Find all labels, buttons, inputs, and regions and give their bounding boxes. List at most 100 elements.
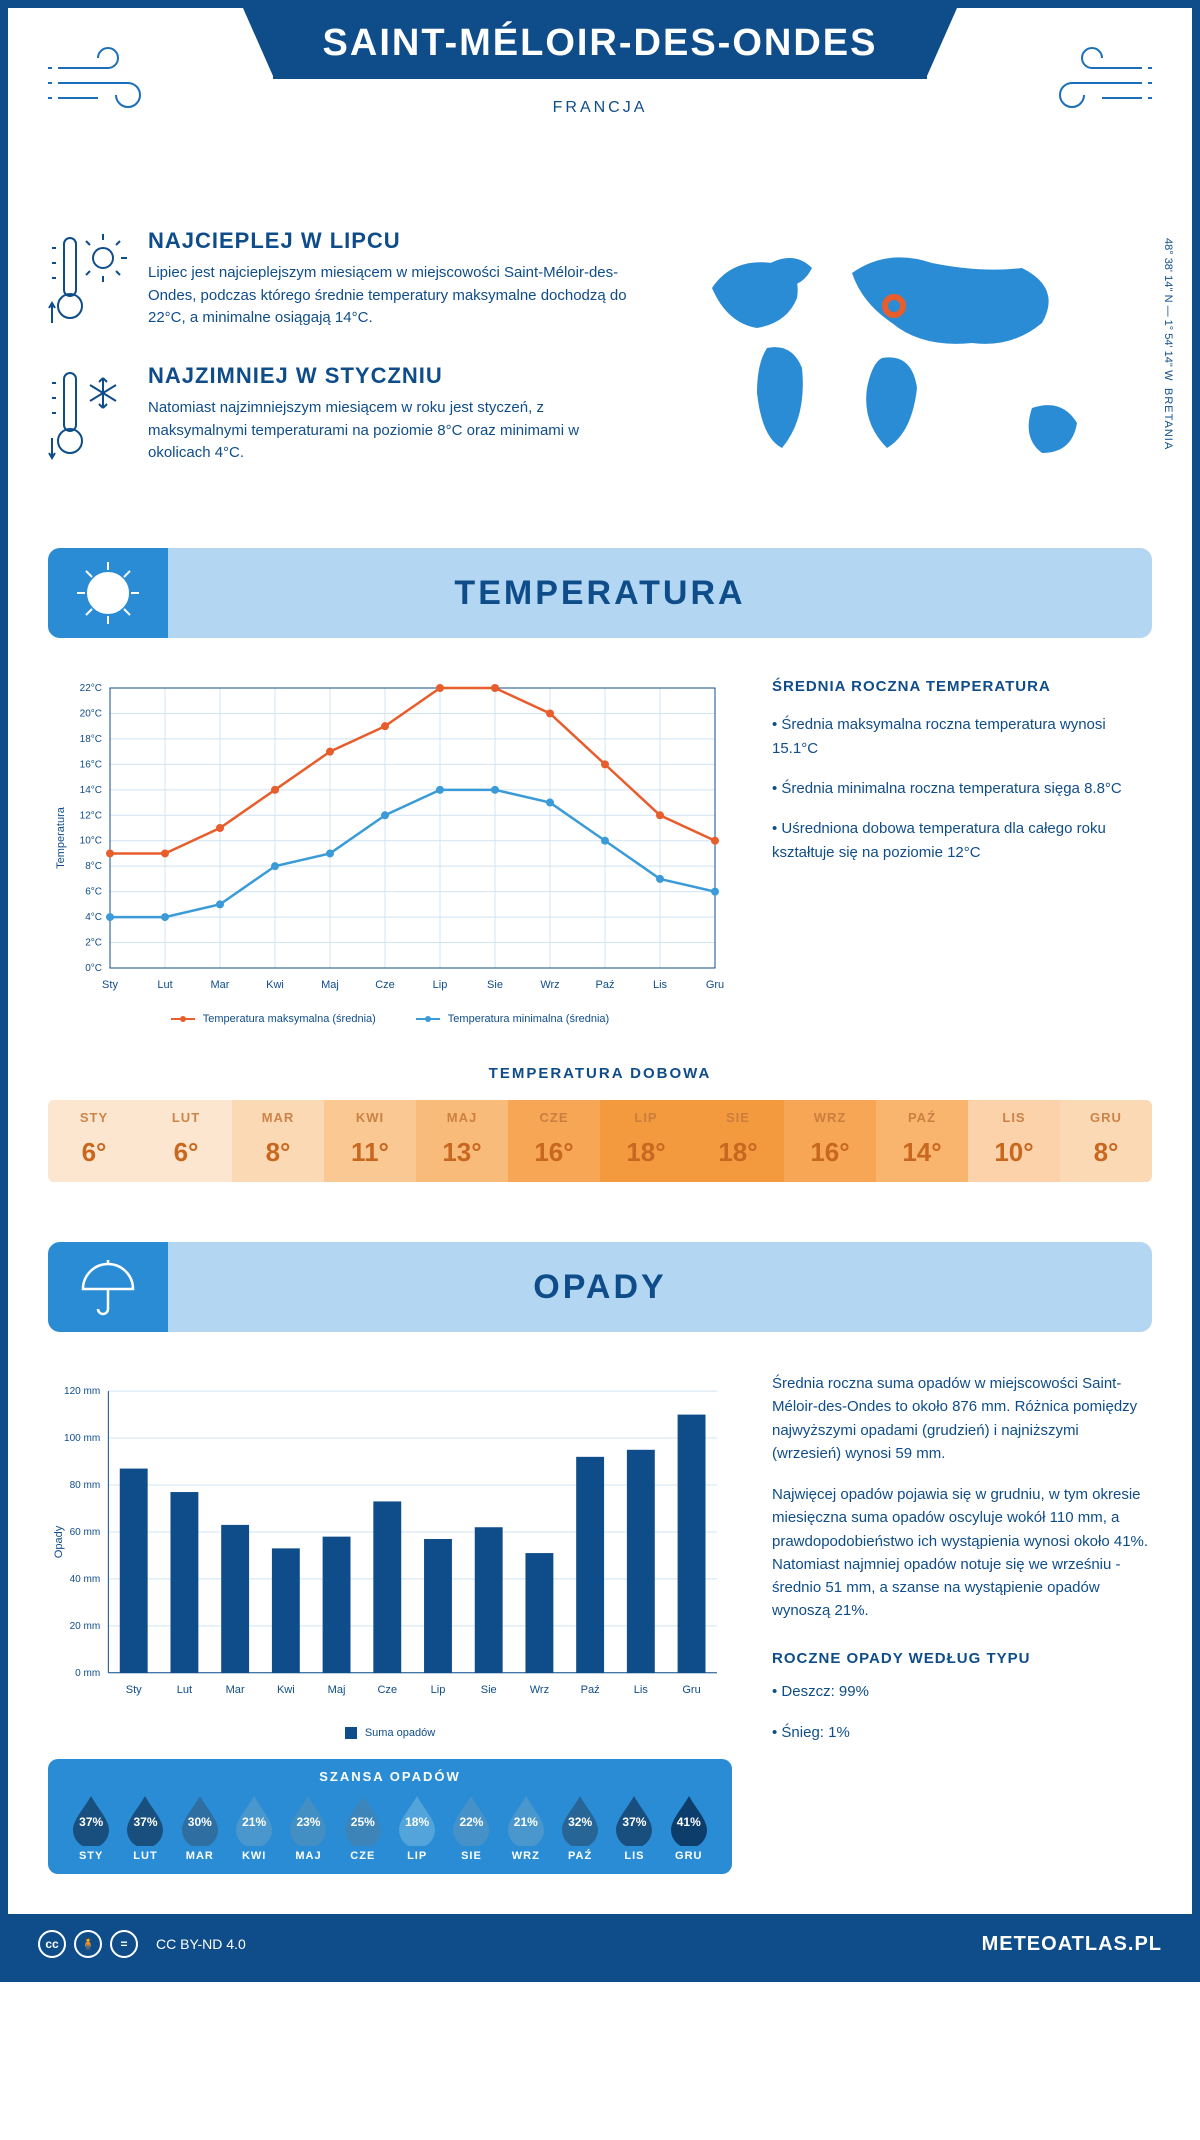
warmest-fact: NAJCIEPLEJ W LIPCU Lipiec jest najcieple…	[48, 228, 642, 333]
svg-text:16°C: 16°C	[80, 759, 102, 770]
chance-drop: 25%CZE	[336, 1792, 390, 1862]
svg-text:Lut: Lut	[157, 979, 172, 991]
svg-text:120 mm: 120 mm	[64, 1386, 100, 1397]
chance-drop: 21%WRZ	[499, 1792, 553, 1862]
temperature-section-header: TEMPERATURA	[48, 548, 1152, 638]
svg-text:Sty: Sty	[126, 1684, 142, 1696]
precip-chance-box: SZANSA OPADÓW 37%STY37%LUT30%MAR21%KWI23…	[48, 1759, 732, 1874]
svg-text:Gru: Gru	[682, 1684, 700, 1696]
svg-text:Mar: Mar	[226, 1684, 245, 1696]
svg-text:8°C: 8°C	[85, 861, 102, 872]
svg-text:Kwi: Kwi	[277, 1684, 295, 1696]
coldest-title: NAJZIMNIEJ W STYCZNIU	[148, 363, 642, 389]
thermometer-snow-icon	[48, 363, 128, 468]
chance-drop: 30%MAR	[173, 1792, 227, 1862]
svg-text:Maj: Maj	[321, 979, 339, 991]
page-title: SAINT-MÉLOIR-DES-ONDES	[273, 8, 928, 79]
daily-temp-strip: STY6°LUT6°MAR8°KWI11°MAJ13°CZE16°LIP18°S…	[48, 1100, 1152, 1182]
svg-text:Paź: Paź	[596, 979, 615, 991]
warmest-title: NAJCIEPLEJ W LIPCU	[148, 228, 642, 254]
daily-cell: CZE16°	[508, 1100, 600, 1182]
daily-cell: SIE18°	[692, 1100, 784, 1182]
chance-drop: 22%SIE	[444, 1792, 498, 1862]
precip-text-2: Najwięcej opadów pojawia się w grudniu, …	[772, 1483, 1152, 1623]
legend-max: Temperatura maksymalna (średnia)	[171, 1013, 376, 1025]
precip-type-title: ROCZNE OPADY WEDŁUG TYPU	[772, 1647, 1152, 1670]
daily-cell: LUT6°	[140, 1100, 232, 1182]
precip-type-rain: • Deszcz: 99%	[772, 1680, 1152, 1703]
svg-text:Cze: Cze	[377, 1684, 397, 1696]
svg-text:80 mm: 80 mm	[70, 1480, 101, 1491]
svg-text:40 mm: 40 mm	[70, 1574, 101, 1585]
page-subtitle: FRANCJA	[48, 99, 1152, 117]
precipitation-bar-chart: 0 mm20 mm40 mm60 mm80 mm100 mm120 mmOpad…	[48, 1372, 732, 1712]
warmest-text: Lipiec jest najcieplejszym miesiącem w m…	[148, 262, 642, 330]
chance-drop: 41%GRU	[662, 1792, 716, 1862]
svg-text:Paź: Paź	[581, 1684, 600, 1696]
chance-drop: 18%LIP	[390, 1792, 444, 1862]
chance-drop: 23%MAJ	[281, 1792, 335, 1862]
svg-text:Lip: Lip	[431, 1684, 446, 1696]
coordinates: 48° 38' 14'' N — 1° 54' 14'' W	[1162, 238, 1174, 380]
svg-text:Gru: Gru	[706, 979, 724, 991]
svg-text:2°C: 2°C	[85, 938, 102, 949]
daily-cell: WRZ16°	[784, 1100, 876, 1182]
coldest-text: Natomiast najzimniejszym miesiącem w rok…	[148, 397, 642, 465]
svg-text:Sty: Sty	[102, 979, 118, 991]
svg-text:6°C: 6°C	[85, 887, 102, 898]
svg-text:Wrz: Wrz	[530, 1684, 549, 1696]
temp-facts-title: ŚREDNIA ROCZNA TEMPERATURA	[772, 678, 1152, 695]
wind-icon	[48, 38, 168, 123]
chance-drop: 37%LUT	[118, 1792, 172, 1862]
daily-cell: MAJ13°	[416, 1100, 508, 1182]
daily-cell: LIS10°	[968, 1100, 1060, 1182]
sun-icon	[48, 548, 168, 638]
svg-text:Lut: Lut	[177, 1684, 192, 1696]
precip-chance-title: SZANSA OPADÓW	[64, 1769, 716, 1784]
license-text: CC BY-ND 4.0	[156, 1936, 246, 1952]
nd-icon: =	[110, 1930, 138, 1958]
svg-text:14°C: 14°C	[80, 785, 102, 796]
thermometer-sun-icon	[48, 228, 128, 333]
legend-precip: Suma opadów	[345, 1727, 435, 1739]
svg-text:Lip: Lip	[433, 979, 448, 991]
svg-text:10°C: 10°C	[80, 836, 102, 847]
svg-text:0 mm: 0 mm	[75, 1668, 100, 1679]
daily-cell: GRU8°	[1060, 1100, 1152, 1182]
svg-text:Temperatura: Temperatura	[55, 806, 67, 869]
chance-drop: 21%KWI	[227, 1792, 281, 1862]
svg-text:60 mm: 60 mm	[70, 1527, 101, 1538]
legend-min: Temperatura minimalna (średnia)	[416, 1013, 609, 1025]
precip-text-1: Średnia roczna suma opadów w miejscowośc…	[772, 1372, 1152, 1465]
svg-text:20°C: 20°C	[80, 708, 102, 719]
umbrella-icon	[48, 1242, 168, 1332]
region-label: BRETANIA	[1162, 388, 1174, 450]
svg-text:12°C: 12°C	[80, 810, 102, 821]
svg-text:18°C: 18°C	[80, 734, 102, 745]
chance-drop: 37%LIS	[607, 1792, 661, 1862]
wind-icon	[1032, 38, 1152, 123]
precip-type-snow: • Śnieg: 1%	[772, 1721, 1152, 1744]
daily-temp-title: TEMPERATURA DOBOWA	[48, 1065, 1152, 1082]
daily-cell: LIP18°	[600, 1100, 692, 1182]
daily-cell: KWI11°	[324, 1100, 416, 1182]
temp-fact-2: • Średnia minimalna roczna temperatura s…	[772, 777, 1152, 801]
chance-drop: 32%PAŹ	[553, 1792, 607, 1862]
chance-drop: 37%STY	[64, 1792, 118, 1862]
precipitation-title: OPADY	[533, 1268, 666, 1307]
svg-text:Sie: Sie	[481, 1684, 497, 1696]
daily-cell: STY6°	[48, 1100, 140, 1182]
svg-text:100 mm: 100 mm	[64, 1433, 100, 1444]
svg-text:0°C: 0°C	[85, 963, 102, 974]
daily-cell: PAŹ14°	[876, 1100, 968, 1182]
svg-text:Kwi: Kwi	[266, 979, 284, 991]
svg-text:Opady: Opady	[53, 1525, 65, 1558]
temperature-title: TEMPERATURA	[454, 574, 745, 613]
footer: cc 🧍 = CC BY-ND 4.0 METEOATLAS.PL	[8, 1914, 1192, 1974]
site-name: METEOATLAS.PL	[982, 1933, 1162, 1956]
svg-text:Sie: Sie	[487, 979, 503, 991]
svg-text:Cze: Cze	[375, 979, 395, 991]
cc-icon: cc	[38, 1930, 66, 1958]
temp-fact-1: • Średnia maksymalna roczna temperatura …	[772, 713, 1152, 761]
svg-text:Maj: Maj	[328, 1684, 346, 1696]
